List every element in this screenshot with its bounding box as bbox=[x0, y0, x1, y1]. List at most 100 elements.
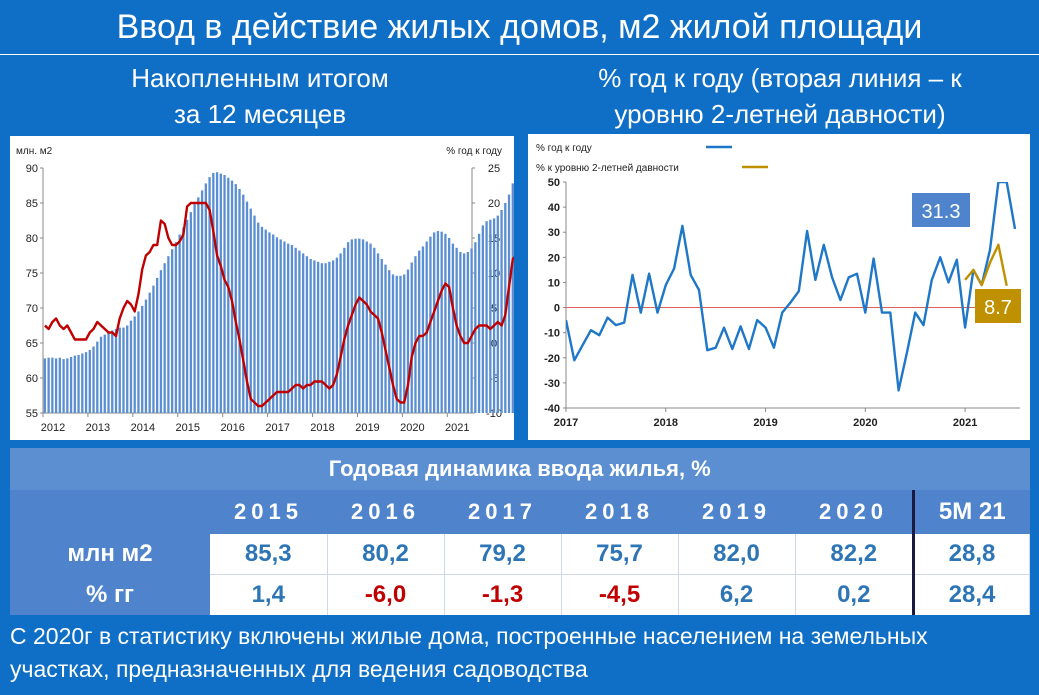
year-header: 2016 bbox=[327, 490, 444, 534]
area-bar bbox=[245, 201, 249, 413]
x-tick-label: 2014 bbox=[131, 422, 155, 434]
x-tick-label: 2020 bbox=[853, 417, 877, 429]
x-tick-label: 2012 bbox=[41, 422, 65, 434]
area-bar bbox=[197, 197, 200, 413]
area-bar bbox=[316, 261, 320, 413]
area-bar bbox=[219, 173, 222, 413]
area-bar bbox=[66, 358, 69, 413]
area-bar bbox=[481, 225, 484, 413]
area-bar bbox=[492, 218, 496, 413]
area-bar bbox=[223, 175, 226, 413]
table-title: Годовая динамика ввода жилья, % bbox=[10, 448, 1030, 490]
right-subtitle-line-1: % год к году (вторая линия – к bbox=[598, 63, 962, 93]
y-tick-label: 65 bbox=[26, 338, 38, 350]
area-bar bbox=[414, 256, 417, 413]
area-bar bbox=[324, 263, 327, 413]
area-bar bbox=[328, 261, 331, 413]
yoy-line bbox=[44, 201, 518, 408]
area-bar bbox=[141, 305, 144, 413]
area-bar bbox=[496, 215, 499, 413]
left-subtitle-line-2: за 12 месяцев bbox=[173, 99, 347, 129]
left-axis-title: млн. м2 bbox=[16, 146, 53, 157]
x-tick-label: 2018 bbox=[310, 422, 334, 434]
area-bar bbox=[167, 256, 170, 413]
area-bar bbox=[73, 355, 76, 413]
area-bar bbox=[354, 238, 357, 413]
table-cell: -6,0 bbox=[327, 574, 445, 615]
area-bar bbox=[107, 332, 110, 413]
y-tick-label: -40 bbox=[544, 403, 560, 415]
y-tick-label: 80 bbox=[26, 233, 38, 245]
area-bar bbox=[301, 253, 305, 413]
left-subtitle: Накопленным итогом за 12 месяцев bbox=[20, 60, 500, 132]
area-bar bbox=[163, 263, 166, 413]
area-bar bbox=[193, 204, 196, 413]
table-cell: 6,2 bbox=[678, 574, 796, 615]
yoy-line bbox=[566, 182, 1017, 392]
area-bar bbox=[43, 358, 47, 413]
y-tick-label: 60 bbox=[26, 373, 38, 385]
area-bar bbox=[62, 359, 65, 413]
area-bar bbox=[249, 208, 252, 413]
x-tick-label: 2019 bbox=[753, 417, 777, 429]
area-bar bbox=[343, 247, 346, 413]
area-bar bbox=[208, 177, 211, 413]
table-row: млн м2 85,3 80,2 79,2 75,7 82,0 82,2 28,… bbox=[10, 534, 1030, 575]
year-header: 5М 21 bbox=[912, 490, 1030, 534]
area-bar bbox=[335, 257, 339, 413]
x-tick-label: 2018 bbox=[654, 417, 678, 429]
area-bar bbox=[51, 357, 54, 413]
table-cell: 82,2 bbox=[795, 534, 914, 575]
area-bar bbox=[331, 260, 335, 413]
area-bar bbox=[309, 259, 312, 413]
area-bar bbox=[489, 219, 492, 413]
area-bar bbox=[88, 350, 91, 413]
area-bar bbox=[287, 243, 290, 413]
area-bar bbox=[212, 172, 215, 413]
callout-two-year-value: 8.7 bbox=[984, 297, 1012, 319]
table-corner-cell bbox=[10, 490, 210, 534]
two-year-line bbox=[964, 243, 1008, 287]
x-tick-label: 2017 bbox=[554, 417, 578, 429]
area-bar bbox=[339, 253, 342, 413]
area-bar bbox=[189, 212, 193, 413]
area-bar bbox=[84, 352, 88, 413]
callout-yoy-value: 31.3 bbox=[922, 201, 961, 223]
page-title: Ввод в действие жилых домов, м2 жилой пл… bbox=[116, 8, 923, 46]
y-tick-label: -30 bbox=[544, 378, 560, 390]
area-bar bbox=[77, 354, 80, 413]
x-tick-label: 2013 bbox=[86, 422, 110, 434]
area-bar bbox=[320, 263, 324, 413]
area-bar bbox=[418, 250, 421, 413]
area-bar bbox=[170, 249, 174, 413]
area-bar bbox=[313, 260, 316, 413]
area-bar bbox=[283, 241, 286, 413]
area-bar bbox=[137, 311, 140, 413]
area-bar bbox=[111, 330, 114, 413]
area-bar bbox=[298, 250, 301, 413]
area-bar bbox=[159, 270, 163, 413]
y-tick-label: 90 bbox=[26, 163, 38, 175]
area-bar bbox=[118, 327, 121, 413]
area-bar bbox=[148, 292, 151, 413]
area-bar bbox=[268, 232, 271, 413]
table-cell: -4,5 bbox=[561, 574, 679, 615]
legend-label-yoy: % год к году bbox=[536, 143, 592, 154]
area-bar bbox=[260, 226, 264, 413]
y-tick-label: 55 bbox=[26, 408, 38, 420]
area-bar bbox=[444, 233, 447, 413]
y-tick-label: 0 bbox=[554, 303, 560, 315]
table-row: % гг 1,4 -6,0 -1,3 -4,5 6,2 0,2 28,4 bbox=[10, 574, 1030, 615]
area-bar bbox=[275, 237, 279, 413]
area-bar bbox=[129, 320, 133, 413]
area-bar bbox=[47, 357, 50, 413]
table-cell: 75,7 bbox=[561, 534, 679, 575]
area-bar bbox=[358, 238, 361, 413]
area-bar bbox=[242, 194, 245, 413]
table-cell: 79,2 bbox=[444, 534, 562, 575]
area-bar bbox=[391, 274, 395, 413]
y-tick-label: -10 bbox=[544, 328, 560, 340]
area-bar bbox=[272, 234, 275, 413]
area-bar bbox=[500, 210, 503, 413]
area-bar bbox=[178, 234, 181, 413]
